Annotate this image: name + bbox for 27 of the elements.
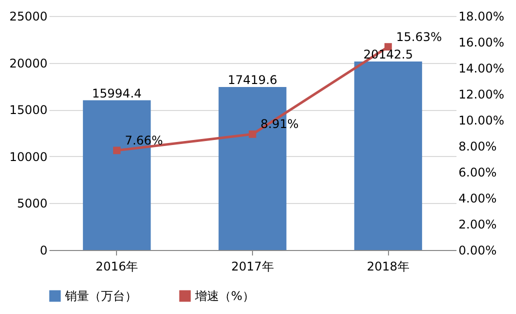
x-tick-label: 2016年	[96, 260, 138, 274]
x-tick-label: 2018年	[366, 260, 410, 274]
data-label: 17419.6	[228, 72, 278, 87]
y-tick-label: 5000	[16, 196, 48, 211]
point	[248, 130, 256, 138]
y-tick-label: 10000	[9, 150, 48, 164]
y-tick-label: 0	[40, 244, 48, 258]
legend-label: 增速（%）	[194, 289, 254, 303]
y2-tick-label: 8.00%	[458, 140, 497, 154]
y2-tick-label: 10.00%	[458, 114, 504, 128]
y2-tick-label: 4.00%	[458, 192, 497, 206]
x-tick-label: 2017年	[231, 260, 274, 274]
data-label: 15.63%	[396, 30, 442, 44]
bar	[354, 61, 422, 250]
legend-label: 销量（万台）	[64, 289, 137, 303]
y-tick-label: 25000	[9, 10, 48, 24]
y2-tick-label: 2.00%	[458, 218, 497, 232]
data-label: 15994.4	[92, 86, 142, 100]
y2-tick-label: 6.00%	[458, 166, 497, 180]
y-tick-label: 20000	[9, 56, 48, 70]
point	[113, 146, 121, 154]
y2-tick-label: 16.00%	[458, 36, 504, 50]
y2-tick-label: 18.00%	[458, 10, 504, 24]
y2-tick-label: 14.00%	[458, 62, 504, 76]
y-tick-label: 15000	[9, 103, 48, 118]
y2-tick-label: 12.00%	[458, 88, 504, 102]
y2-tick-label: 0.00%	[458, 244, 497, 258]
